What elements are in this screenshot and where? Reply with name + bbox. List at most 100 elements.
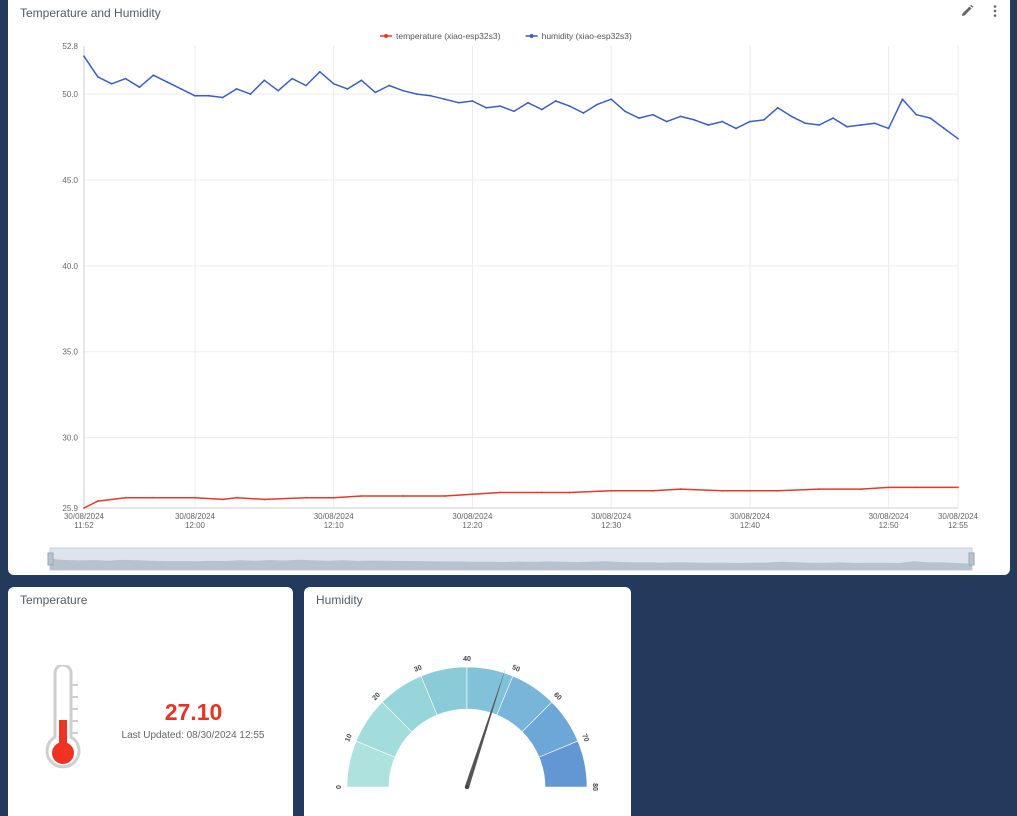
x-tick-time: 12:50 (879, 521, 900, 530)
data-point (263, 498, 266, 501)
data-point (749, 489, 751, 492)
temperature-value: 27.10 (164, 699, 223, 725)
data-point (180, 88, 183, 90)
zoom-handle-right[interactable] (968, 552, 975, 566)
data-point (651, 489, 654, 492)
gauge-tick-label: 50 (511, 664, 521, 673)
data-point (610, 489, 613, 492)
data-point (651, 113, 654, 116)
gauge-tick-label: 0 (336, 785, 343, 789)
gauge-tick-label: 60 (552, 692, 563, 703)
data-point (859, 124, 862, 126)
data-point (249, 93, 252, 95)
gauge-tick-label: 40 (463, 656, 471, 663)
data-point (957, 137, 959, 140)
data-point (776, 489, 779, 492)
pencil-icon[interactable] (960, 4, 974, 18)
gauge-needle-pivot (464, 784, 470, 790)
data-point (388, 84, 391, 87)
data-point (443, 495, 446, 497)
data-point (124, 77, 127, 80)
x-tick-date: 30/08/2024 (452, 512, 493, 521)
temperature-last-updated: Last Updated: 08/30/2024 12:55 (121, 730, 265, 741)
y-tick-label: 52.8 (62, 42, 78, 51)
data-point (679, 488, 682, 491)
data-point (374, 91, 377, 94)
zoom-handle-left[interactable] (47, 552, 54, 566)
data-point (138, 86, 141, 89)
humidity-gauge: 0 10 20 30 40 50 60 70 80 (336, 656, 598, 791)
data-point (416, 93, 418, 95)
data-point (291, 77, 293, 80)
legend-item-1[interactable]: humidity (xiao-esp32s3) (525, 31, 632, 41)
data-point (499, 105, 502, 108)
data-point (610, 98, 613, 101)
x-tick-date: 30/08/2024 (869, 512, 910, 521)
y-tick-label: 50.0 (62, 90, 78, 99)
data-point (554, 100, 557, 102)
x-tick-time: 12:20 (462, 521, 483, 530)
data-point (96, 500, 99, 503)
data-point (887, 127, 890, 130)
legend-label: humidity (xiao-esp32s3) (542, 31, 632, 41)
y-tick-label: 45.0 (62, 176, 78, 185)
data-point (305, 84, 307, 87)
x-tick-date: 30/08/2024 (64, 512, 105, 521)
x-tick-date: 30/08/2024 (175, 512, 216, 521)
gauge-needle (464, 667, 506, 788)
line-chart: 52.850.045.040.035.030.025.930/08/202411… (47, 31, 979, 571)
data-point (96, 76, 99, 78)
data-point (346, 88, 349, 90)
data-point (513, 110, 515, 113)
temperature-card: Temperature 27.10 Last Updated: 08/30/20… (8, 587, 293, 816)
data-point (624, 110, 626, 113)
data-point (332, 82, 335, 85)
data-point (929, 117, 932, 120)
data-point (762, 118, 765, 121)
chart-card: Temperature and Humidity 52.8 50.0 45.0 40.… (8, 0, 1010, 575)
data-point (915, 486, 918, 489)
y-tick-label: 30.0 (62, 434, 78, 443)
humidity-card-title: Humidity (316, 593, 363, 607)
data-point (499, 491, 502, 494)
data-point (887, 486, 890, 489)
data-point (124, 496, 127, 499)
data-point (873, 122, 876, 125)
data-point (735, 127, 737, 130)
data-point (457, 101, 460, 104)
gauge-band (538, 740, 588, 788)
data-point (582, 112, 585, 114)
y-tick-label: 40.0 (62, 262, 78, 271)
more-vertical-icon[interactable] (988, 4, 1002, 18)
x-tick-time: 11:52 (74, 521, 94, 530)
data-point (471, 493, 474, 496)
x-tick-date: 30/08/2024 (591, 512, 632, 521)
data-point (638, 117, 640, 120)
legend-item-0[interactable]: temperature (xiao-esp32s3) (380, 31, 501, 41)
data-point (665, 120, 668, 123)
data-point (957, 486, 959, 489)
data-point (846, 125, 848, 128)
data-point (443, 98, 446, 101)
data-point (776, 106, 779, 109)
chart-card-title: Temperature and Humidity (20, 6, 161, 20)
gauge-tick-label: 70 (580, 733, 589, 743)
data-point (721, 120, 724, 123)
data-point (540, 108, 543, 111)
data-point (540, 491, 543, 494)
data-point (83, 55, 85, 58)
data-point (166, 81, 169, 83)
x-tick-date: 30/08/2024 (314, 512, 355, 521)
data-point (707, 124, 710, 126)
x-tick-time: 12:40 (740, 521, 761, 530)
data-point (194, 496, 196, 499)
data-point (83, 507, 85, 509)
data-point (818, 488, 821, 491)
data-point (804, 122, 807, 125)
thermometer-icon (45, 665, 81, 769)
humidity-card: Humidity 0 10 20 30 40 50 60 70 80 (304, 587, 631, 816)
data-point (943, 127, 946, 130)
data-point (693, 118, 696, 121)
zoom-preview-area (50, 558, 972, 570)
x-tick-time: 12:10 (324, 521, 345, 530)
